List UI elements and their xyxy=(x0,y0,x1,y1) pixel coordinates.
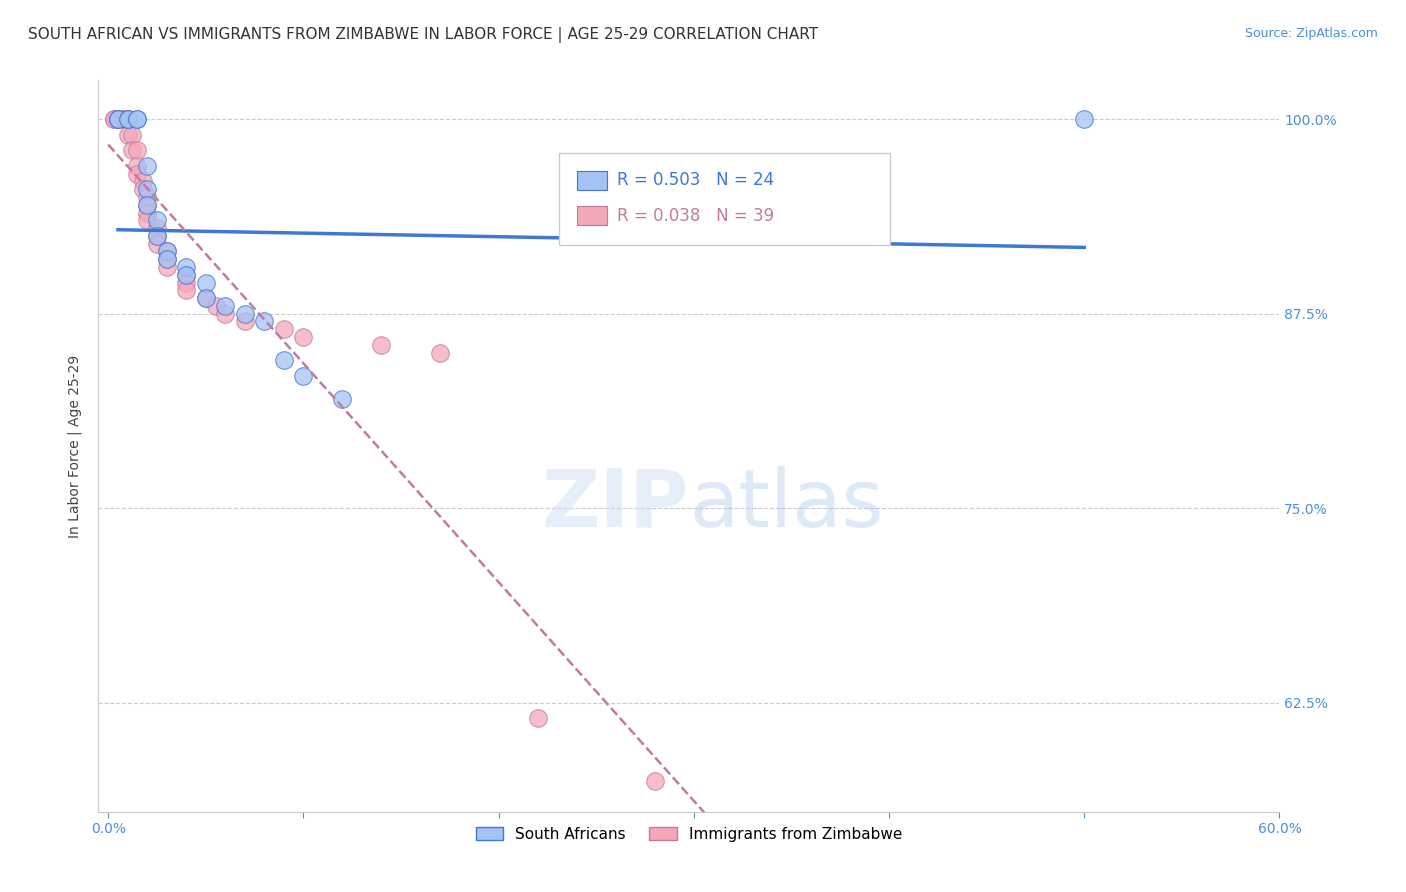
Point xyxy=(107,112,129,127)
Point xyxy=(174,268,197,282)
Point xyxy=(156,244,179,259)
Text: R = 0.038   N = 39: R = 0.038 N = 39 xyxy=(617,207,775,225)
Point xyxy=(292,330,315,344)
Point xyxy=(174,260,197,274)
Point xyxy=(146,236,169,251)
Point xyxy=(136,159,159,173)
Point xyxy=(112,112,135,127)
Point xyxy=(127,159,149,173)
Text: atlas: atlas xyxy=(689,466,883,543)
Text: ZIP: ZIP xyxy=(541,466,689,543)
Point xyxy=(117,112,139,127)
Point xyxy=(429,345,451,359)
Point xyxy=(146,228,169,243)
Point xyxy=(117,112,139,127)
Point xyxy=(644,773,666,788)
Point xyxy=(146,221,169,235)
Point xyxy=(156,252,179,267)
Point xyxy=(121,144,143,158)
Point xyxy=(136,182,159,196)
Point xyxy=(103,112,125,127)
Point xyxy=(214,299,236,313)
Point xyxy=(136,205,159,219)
Point xyxy=(194,291,217,305)
Point xyxy=(1073,112,1095,127)
Point xyxy=(127,112,149,127)
Point xyxy=(107,112,129,127)
Point xyxy=(117,112,139,127)
Point xyxy=(117,128,139,142)
Point xyxy=(233,307,256,321)
Point xyxy=(292,368,315,383)
Point xyxy=(174,276,197,290)
Point xyxy=(117,112,139,127)
Text: SOUTH AFRICAN VS IMMIGRANTS FROM ZIMBABWE IN LABOR FORCE | AGE 25-29 CORRELATION: SOUTH AFRICAN VS IMMIGRANTS FROM ZIMBABW… xyxy=(28,27,818,43)
Point xyxy=(194,276,217,290)
Point xyxy=(136,190,159,204)
Point xyxy=(204,299,226,313)
Point xyxy=(132,182,155,196)
Point xyxy=(136,198,159,212)
Point xyxy=(174,268,197,282)
Point xyxy=(112,112,135,127)
Point xyxy=(132,174,155,188)
Point xyxy=(156,244,179,259)
Point xyxy=(156,252,179,267)
Point xyxy=(146,228,169,243)
Text: R = 0.503   N = 24: R = 0.503 N = 24 xyxy=(617,171,775,189)
Point xyxy=(127,144,149,158)
FancyBboxPatch shape xyxy=(560,153,890,244)
Point xyxy=(370,338,392,352)
Point xyxy=(136,198,159,212)
Point xyxy=(214,307,236,321)
Point xyxy=(127,112,149,127)
Point xyxy=(136,213,159,227)
Legend: South Africans, Immigrants from Zimbabwe: South Africans, Immigrants from Zimbabwe xyxy=(470,821,908,848)
Point xyxy=(332,392,354,407)
Point xyxy=(233,314,256,328)
Point xyxy=(273,322,295,336)
Point xyxy=(156,260,179,274)
Point xyxy=(146,213,169,227)
Point xyxy=(127,167,149,181)
FancyBboxPatch shape xyxy=(576,171,607,190)
Point xyxy=(194,291,217,305)
Point xyxy=(121,128,143,142)
Y-axis label: In Labor Force | Age 25-29: In Labor Force | Age 25-29 xyxy=(67,354,83,538)
Point xyxy=(526,711,548,725)
Point xyxy=(253,314,276,328)
Point xyxy=(107,112,129,127)
FancyBboxPatch shape xyxy=(576,206,607,225)
Point xyxy=(103,112,125,127)
Point xyxy=(273,353,295,368)
Text: Source: ZipAtlas.com: Source: ZipAtlas.com xyxy=(1244,27,1378,40)
Point xyxy=(107,112,129,127)
Point xyxy=(174,284,197,298)
